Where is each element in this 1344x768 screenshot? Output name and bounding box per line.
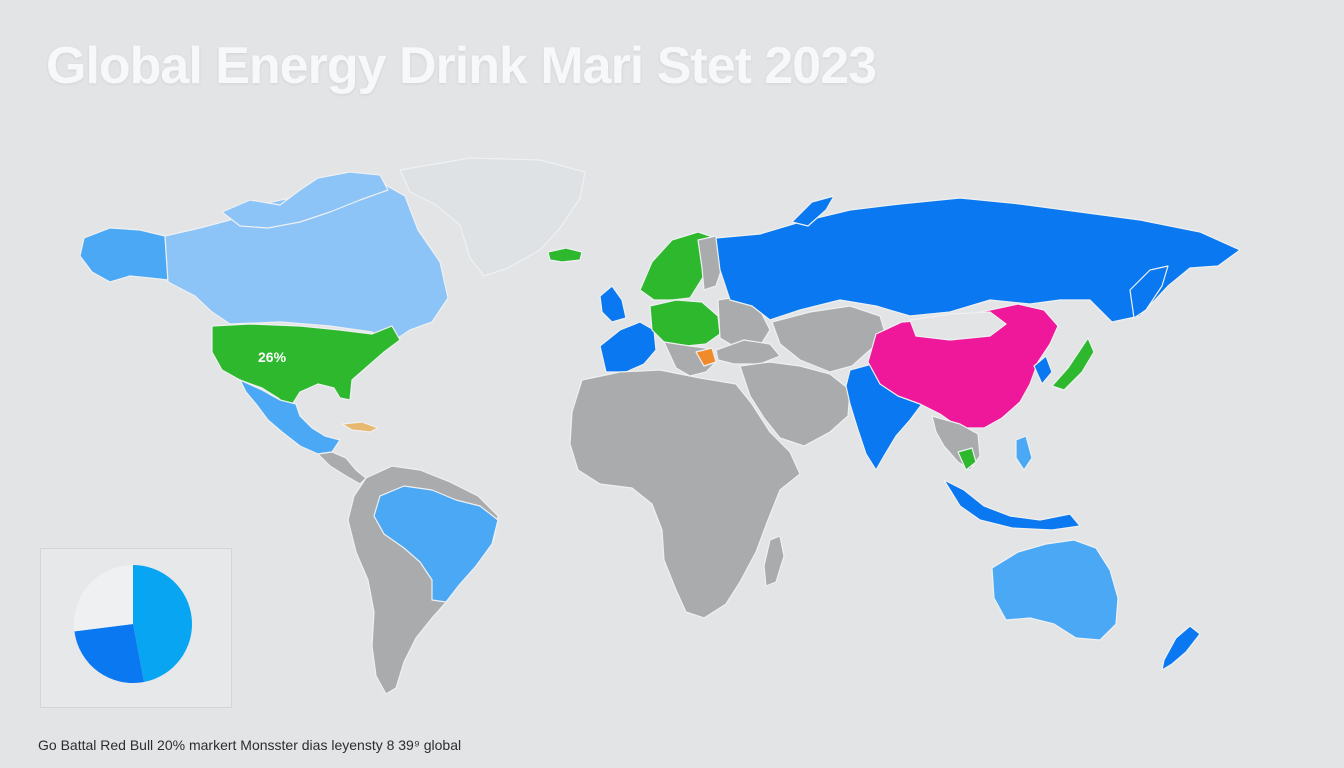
new-zealand[interactable]: [1161, 625, 1201, 671]
usa-share-label: 26%: [258, 349, 287, 365]
cuba[interactable]: [341, 421, 379, 433]
africa[interactable]: [569, 369, 801, 619]
madagascar[interactable]: [763, 535, 785, 587]
mexico[interactable]: [239, 379, 341, 455]
kamchatka[interactable]: [1129, 265, 1169, 319]
arctic-islands[interactable]: [221, 171, 389, 229]
usa[interactable]: [211, 323, 401, 409]
australia[interactable]: [991, 539, 1119, 641]
philippines[interactable]: [1015, 435, 1033, 471]
japan[interactable]: [1051, 337, 1095, 391]
map-title: Global Energy Drink Mari Stet 2023: [46, 37, 877, 95]
greece[interactable]: [695, 347, 717, 367]
pie-chart: [74, 565, 192, 683]
novaya-zemlya[interactable]: [791, 195, 835, 227]
middle-east[interactable]: [739, 361, 851, 447]
mongolia[interactable]: [909, 311, 1007, 341]
central-europe[interactable]: [649, 299, 721, 347]
pie-slice-2: [74, 624, 145, 683]
brazil[interactable]: [373, 485, 499, 603]
alaska[interactable]: [79, 227, 169, 283]
korea[interactable]: [1033, 355, 1053, 385]
greenland[interactable]: [399, 157, 586, 277]
russia[interactable]: [715, 197, 1241, 323]
pie-slice-1: [133, 565, 192, 682]
thailand[interactable]: [957, 447, 977, 471]
footer-caption: Go Battal Red Bull 20% markert Monsster …: [38, 737, 462, 753]
indonesia[interactable]: [943, 479, 1081, 531]
turkey[interactable]: [715, 339, 781, 365]
central-asia[interactable]: [771, 305, 887, 373]
central-america[interactable]: [317, 451, 367, 485]
france-iberia[interactable]: [599, 321, 657, 373]
pie-inset: [40, 548, 232, 708]
pie-slice-3: [74, 565, 133, 632]
iceland[interactable]: [547, 247, 583, 263]
united-kingdom[interactable]: [599, 285, 627, 323]
